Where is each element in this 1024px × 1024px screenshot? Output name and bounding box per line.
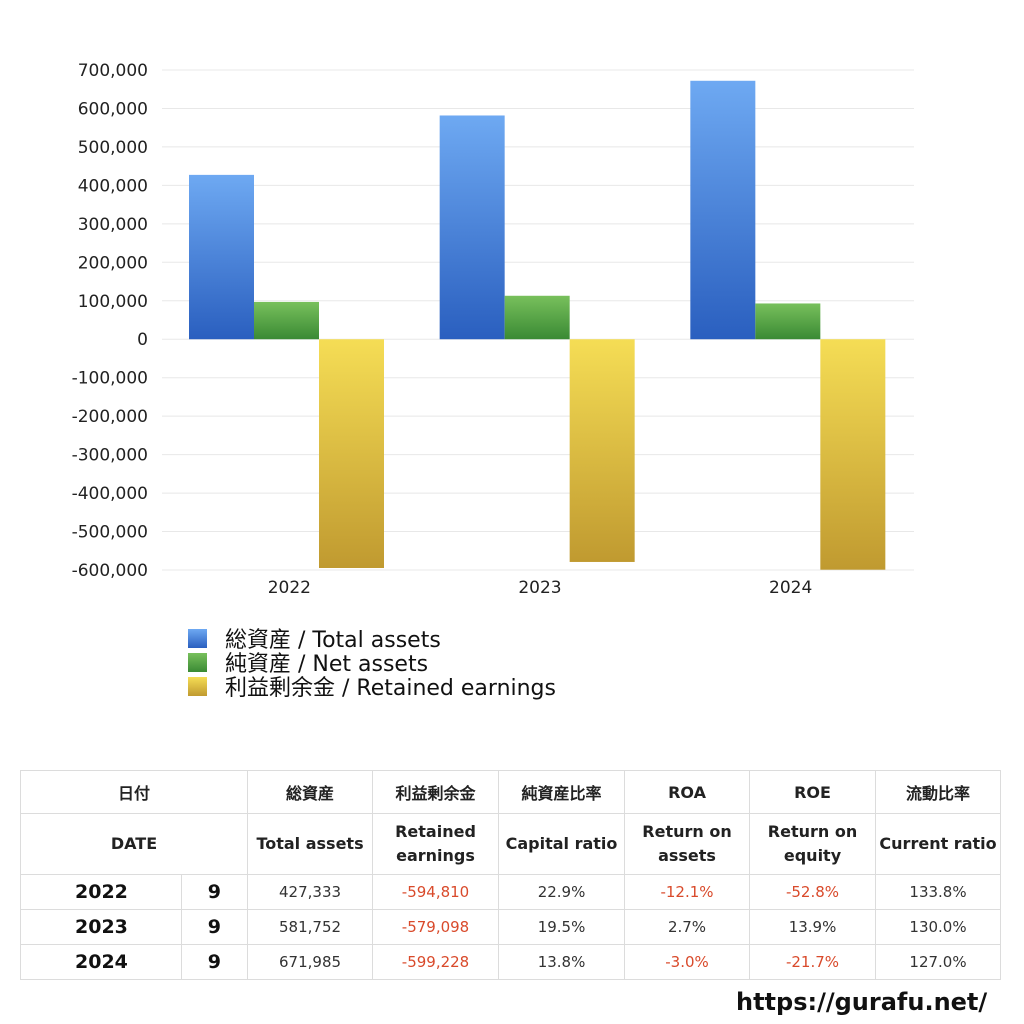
row-current-ratio: 133.8% [875,874,1002,910]
y-tick-label: 200,000 [78,253,148,273]
row-total-assets: 427,333 [247,874,374,910]
y-axis-ticks: 700,000 600,000 500,000 400,000 300,000 200,0… [72,61,148,581]
x-tick-label: 2024 [769,578,812,598]
legend-swatch-total-assets [188,628,207,648]
y-tick-label: -500,000 [72,523,148,543]
header-current-ratio-jp: 流動比率 [875,770,1002,814]
y-tick-label: -200,000 [72,407,148,427]
row-year: 2022 [20,874,182,910]
y-tick-label: 500,000 [78,138,148,158]
bar [254,301,319,340]
header-roe-jp: ROE [749,770,877,814]
header-roe-en: Return on equity [749,813,877,875]
bar-chart: 700,000 600,000 500,000 400,000 300,000 200,0… [72,61,914,598]
row-capital-ratio: 13.8% [498,944,626,980]
row-roe: -52.8% [749,874,877,910]
y-tick-label: 400,000 [78,176,148,196]
y-tick-label: -300,000 [72,446,148,466]
financial-summary-table: 日付 総資産 利益剰余金 純資産比率 ROA ROE 流動比率 DATE Tot… [19,770,1002,980]
row-roa: -12.1% [624,874,751,910]
row-capital-ratio: 22.9% [498,874,626,910]
table-row: 2024 9 671,985 -599,228 13.8% -3.0% -21.… [20,944,1002,980]
bar [439,115,505,340]
bar [189,174,254,340]
header-current-ratio-en: Current ratio [875,813,1002,875]
row-retained-earnings: -594,810 [372,874,500,910]
row-capital-ratio: 19.5% [498,909,626,945]
header-date-en: DATE [19,813,249,875]
row-year: 2024 [20,944,182,980]
legend-label-retained-earnings: 利益剰余金 / Retained earnings [225,676,556,701]
x-tick-label: 2023 [518,578,561,598]
header-total-assets-en: Total assets [247,813,374,875]
legend-label-total-assets: 総資産 / Total assets [225,628,441,653]
row-roe: -21.7% [749,944,877,980]
y-tick-label: 300,000 [78,215,148,235]
header-roa-jp: ROA [624,770,751,814]
row-month: 9 [180,909,249,945]
bar [690,80,756,340]
y-tick-label: 0 [137,330,148,350]
y-tick-label: 600,000 [78,99,148,119]
row-current-ratio: 130.0% [875,909,1002,945]
x-axis-ticks: 2022 2023 2024 [268,578,813,598]
y-tick-label: 700,000 [78,61,148,81]
legend-item-net-assets: 純資産 / Net assets [188,650,556,677]
header-retained-earnings-en: Retained earnings [372,813,500,875]
legend-swatch-net-assets [188,652,207,672]
header-date-jp: 日付 [19,770,249,814]
legend-swatch-retained-earnings [188,676,207,696]
header-roa-en: Return on assets [624,813,751,875]
legend-item-total-assets: 総資産 / Total assets [188,626,556,653]
bar [820,339,886,570]
row-month: 9 [180,944,249,980]
row-total-assets: 671,985 [247,944,374,980]
table-header-en: DATE Total assets Retained earnings Capi… [19,813,1002,875]
bars [189,80,886,570]
row-retained-earnings: -599,228 [372,944,500,980]
header-total-assets-jp: 総資産 [247,770,373,814]
legend-label-net-assets: 純資産 / Net assets [225,652,429,677]
y-tick-label: -100,000 [72,369,148,389]
bar [319,339,384,569]
y-tick-label: -400,000 [72,484,148,504]
row-roe: 13.9% [749,909,877,945]
site-url[interactable]: https://gurafu.net/ [736,988,988,1016]
header-retained-earnings-jp: 利益剰余金 [372,770,500,814]
row-year: 2023 [20,909,182,945]
bar [504,295,570,340]
row-roa: 2.7% [624,909,751,945]
header-capital-ratio-en: Capital ratio [498,813,626,875]
legend-item-retained-earnings: 利益剰余金 / Retained earnings [188,674,556,701]
row-roa: -3.0% [624,944,751,980]
header-capital-ratio-jp: 純資産比率 [498,770,626,814]
bar [569,339,635,562]
y-tick-label: 100,000 [78,292,148,312]
gridlines [162,69,914,571]
table-row: 2022 9 427,333 -594,810 22.9% -12.1% -52… [20,874,1002,910]
row-month: 9 [180,874,249,910]
row-total-assets: 581,752 [247,909,374,945]
chart-legend: 総資産 / Total assets 純資産 / Net assets 利益剰余… [188,626,556,701]
row-current-ratio: 127.0% [875,944,1002,980]
bar [755,303,821,340]
table-header-jp: 日付 総資産 利益剰余金 純資産比率 ROA ROE 流動比率 [19,770,1002,814]
table-row: 2023 9 581,752 -579,098 19.5% 2.7% 13.9%… [20,909,1002,945]
x-tick-label: 2022 [268,578,311,598]
row-retained-earnings: -579,098 [372,909,500,945]
y-tick-label: -600,000 [72,561,148,581]
